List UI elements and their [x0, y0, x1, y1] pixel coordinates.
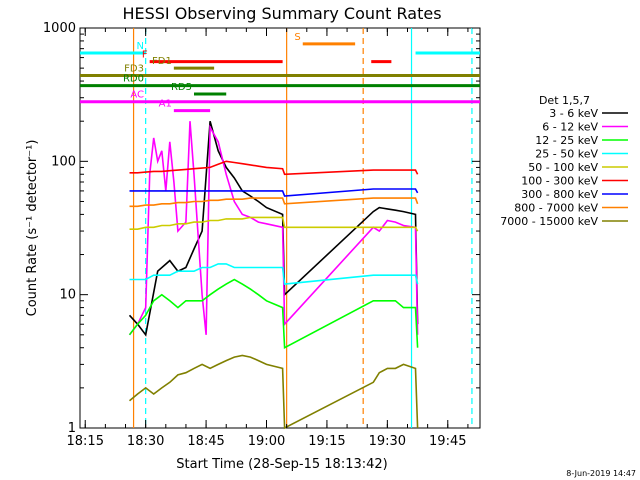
x-tick-label: 18:15	[67, 434, 104, 449]
legend-entry-label: 3 - 6 keV	[549, 107, 598, 120]
flag-label: FD3	[124, 64, 144, 75]
flag-label: F	[142, 50, 148, 61]
y-tick-label: 100	[51, 154, 76, 169]
y-axis-ticks: 1 10 100 1000	[43, 21, 480, 436]
series-line-3	[129, 263, 419, 285]
x-tick-label: 18:45	[187, 434, 224, 449]
y-tick-label: 1	[68, 421, 76, 436]
series-line-5	[129, 160, 419, 176]
flag-label: A1	[159, 99, 172, 110]
series-line-7	[129, 197, 419, 208]
legend-entry-label: 25 - 50 keV	[535, 148, 598, 161]
flag-label: RD0	[123, 74, 144, 85]
flag-label: RD5	[171, 82, 192, 93]
footer-timestamp: 8-Jun-2019 14:47	[566, 469, 636, 478]
legend-entry-label: 800 - 7000 keV	[514, 202, 598, 215]
legend-entry-label: 50 - 100 keV	[528, 161, 598, 174]
x-axis-ticks: 18:15 18:30 18:45 19:00 19:15 19:30 19:45	[67, 28, 469, 449]
legend-entry-label: 12 - 25 keV	[535, 134, 598, 147]
series-line-1	[128, 121, 419, 336]
series-line-4	[129, 216, 419, 232]
flag-label: N	[137, 41, 144, 52]
legend-entry-label: 6 - 12 keV	[542, 121, 598, 134]
x-tick-label: 19:45	[429, 434, 466, 449]
series-line-0	[128, 120, 419, 337]
x-tick-label: 19:15	[308, 434, 345, 449]
chart-title: HESSI Observing Summary Count Rates	[122, 4, 441, 23]
legend-entry-label: 300 - 800 keV	[521, 188, 598, 201]
x-tick-label: 19:30	[369, 434, 406, 449]
series-line-8	[128, 354, 419, 430]
series-group	[128, 120, 419, 430]
flag-label: S	[294, 32, 300, 43]
x-tick-label: 18:30	[127, 434, 164, 449]
x-tick-label: 19:00	[248, 434, 285, 449]
flag-label: FD1	[152, 56, 172, 67]
x-axis-label: Start Time (28-Sep-15 18:13:42)	[176, 457, 387, 472]
series-line-2	[128, 278, 419, 349]
legend-entry-label: 7000 - 15000 keV	[500, 215, 598, 228]
legend-title: Det 1,5,7	[539, 94, 590, 107]
flag-label: AC	[130, 90, 144, 101]
plot-area	[79, 27, 481, 429]
y-tick-label: 1000	[43, 21, 76, 36]
y-axis-label: Count Rate (s⁻¹ detector⁻¹)	[25, 140, 40, 317]
y-tick-label: 10	[59, 288, 76, 303]
legend-entry-label: 100 - 300 keV	[521, 175, 598, 188]
series-line-6	[129, 188, 419, 197]
